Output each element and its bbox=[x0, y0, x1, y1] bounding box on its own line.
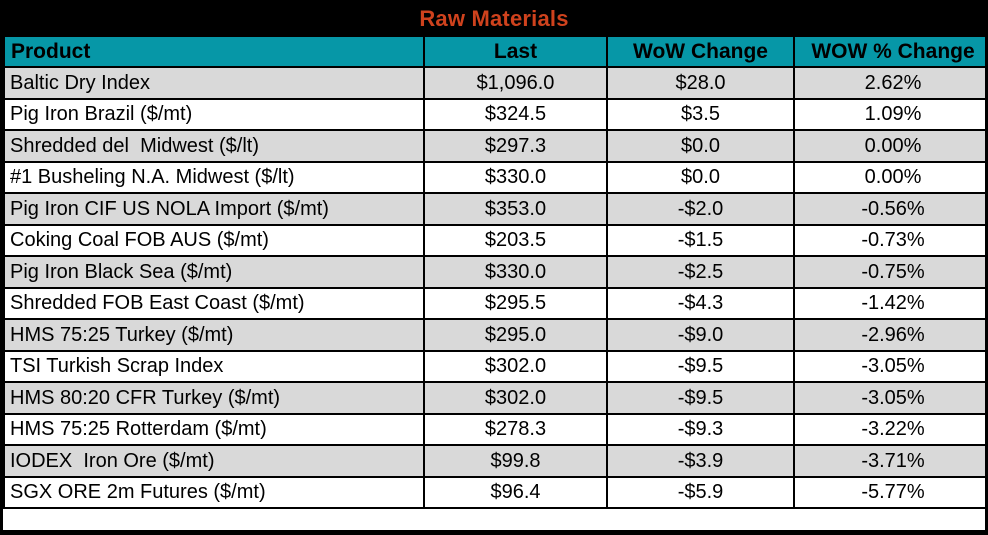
last-cell: $330.0 bbox=[423, 255, 608, 289]
header-row: Product Last WoW Change WOW % Change bbox=[3, 35, 985, 68]
wow-pct-change-cell: -1.42% bbox=[793, 286, 985, 320]
last-cell: $324.5 bbox=[423, 97, 608, 131]
product-cell: TSI Turkish Scrap Index bbox=[3, 349, 425, 383]
wow-pct-change-cell: 0.00% bbox=[793, 129, 985, 163]
table-row: HMS 75:25 Rotterdam ($/mt) $278.3 -$9.3 … bbox=[3, 412, 985, 446]
table-row: Shredded FOB East Coast ($/mt) $295.5 -$… bbox=[3, 286, 985, 320]
wow-change-cell: -$2.5 bbox=[606, 255, 795, 289]
wow-change-cell: $3.5 bbox=[606, 97, 795, 131]
last-cell: $302.0 bbox=[423, 381, 608, 415]
product-cell: HMS 75:25 Rotterdam ($/mt) bbox=[3, 412, 425, 446]
wow-pct-change-cell: 1.09% bbox=[793, 97, 985, 131]
product-cell: HMS 75:25 Turkey ($/mt) bbox=[3, 318, 425, 352]
last-cell: $203.5 bbox=[423, 223, 608, 257]
wow-pct-change-cell: -3.22% bbox=[793, 412, 985, 446]
wow-change-cell: -$9.0 bbox=[606, 318, 795, 352]
wow-change-cell: -$5.9 bbox=[606, 475, 795, 509]
product-cell: Pig Iron Black Sea ($/mt) bbox=[3, 255, 425, 289]
table-row: #1 Busheling N.A. Midwest ($/lt) $330.0 … bbox=[3, 160, 985, 194]
product-cell: #1 Busheling N.A. Midwest ($/lt) bbox=[3, 160, 425, 194]
product-cell: Pig Iron Brazil ($/mt) bbox=[3, 97, 425, 131]
table-row: Coking Coal FOB AUS ($/mt) $203.5 -$1.5 … bbox=[3, 223, 985, 257]
last-cell: $295.0 bbox=[423, 318, 608, 352]
wow-pct-change-cell: -0.75% bbox=[793, 255, 985, 289]
table-row: HMS 80:20 CFR Turkey ($/mt) $302.0 -$9.5… bbox=[3, 381, 985, 415]
product-cell: Shredded del Midwest ($/lt) bbox=[3, 129, 425, 163]
wow-change-cell: -$9.5 bbox=[606, 349, 795, 383]
wow-pct-change-cell: 2.62% bbox=[793, 66, 985, 100]
wow-change-cell: $0.0 bbox=[606, 129, 795, 163]
product-cell: SGX ORE 2m Futures ($/mt) bbox=[3, 475, 425, 509]
column-header-last: Last bbox=[423, 35, 608, 68]
last-cell: $295.5 bbox=[423, 286, 608, 320]
table-row: Pig Iron CIF US NOLA Import ($/mt) $353.… bbox=[3, 192, 985, 226]
product-cell: IODEX Iron Ore ($/mt) bbox=[3, 444, 425, 478]
last-cell: $302.0 bbox=[423, 349, 608, 383]
table-row: IODEX Iron Ore ($/mt) $99.8 -$3.9 -3.71% bbox=[3, 444, 985, 478]
product-cell: HMS 80:20 CFR Turkey ($/mt) bbox=[3, 381, 425, 415]
product-cell: Shredded FOB East Coast ($/mt) bbox=[3, 286, 425, 320]
table-row: Pig Iron Brazil ($/mt) $324.5 $3.5 1.09% bbox=[3, 97, 985, 131]
wow-change-cell: -$2.0 bbox=[606, 192, 795, 226]
table-row: TSI Turkish Scrap Index $302.0 -$9.5 -3.… bbox=[3, 349, 985, 383]
wow-pct-change-cell: -3.05% bbox=[793, 349, 985, 383]
wow-pct-change-cell: 0.00% bbox=[793, 160, 985, 194]
table-row: Shredded del Midwest ($/lt) $297.3 $0.0 … bbox=[3, 129, 985, 163]
wow-pct-change-cell: -5.77% bbox=[793, 475, 985, 509]
last-cell: $353.0 bbox=[423, 192, 608, 226]
column-header-product: Product bbox=[3, 35, 425, 68]
wow-pct-change-cell: -0.56% bbox=[793, 192, 985, 226]
wow-change-cell: -$9.3 bbox=[606, 412, 795, 446]
table-row: SGX ORE 2m Futures ($/mt) $96.4 -$5.9 -5… bbox=[3, 475, 985, 509]
table-body: Baltic Dry Index $1,096.0 $28.0 2.62% Pi… bbox=[3, 66, 985, 509]
table-row: Baltic Dry Index $1,096.0 $28.0 2.62% bbox=[3, 66, 985, 100]
wow-pct-change-cell: -3.05% bbox=[793, 381, 985, 415]
last-cell: $278.3 bbox=[423, 412, 608, 446]
wow-change-cell: -$4.3 bbox=[606, 286, 795, 320]
last-cell: $1,096.0 bbox=[423, 66, 608, 100]
table-title: Raw Materials bbox=[419, 6, 569, 31]
table-row: HMS 75:25 Turkey ($/mt) $295.0 -$9.0 -2.… bbox=[3, 318, 985, 352]
product-cell: Baltic Dry Index bbox=[3, 66, 425, 100]
table-title-bar: Raw Materials bbox=[3, 3, 985, 35]
product-cell: Pig Iron CIF US NOLA Import ($/mt) bbox=[3, 192, 425, 226]
data-grid: Product Last WoW Change WOW % Change Bal… bbox=[3, 35, 985, 509]
column-header-wow-pct-change: WOW % Change bbox=[793, 35, 985, 68]
wow-change-cell: $0.0 bbox=[606, 160, 795, 194]
wow-change-cell: -$1.5 bbox=[606, 223, 795, 257]
column-header-wow-change: WoW Change bbox=[606, 35, 795, 68]
wow-pct-change-cell: -0.73% bbox=[793, 223, 985, 257]
wow-change-cell: -$3.9 bbox=[606, 444, 795, 478]
wow-change-cell: -$9.5 bbox=[606, 381, 795, 415]
last-cell: $99.8 bbox=[423, 444, 608, 478]
last-cell: $330.0 bbox=[423, 160, 608, 194]
wow-change-cell: $28.0 bbox=[606, 66, 795, 100]
last-cell: $297.3 bbox=[423, 129, 608, 163]
last-cell: $96.4 bbox=[423, 475, 608, 509]
table-row: Pig Iron Black Sea ($/mt) $330.0 -$2.5 -… bbox=[3, 255, 985, 289]
product-cell: Coking Coal FOB AUS ($/mt) bbox=[3, 223, 425, 257]
wow-pct-change-cell: -2.96% bbox=[793, 318, 985, 352]
wow-pct-change-cell: -3.71% bbox=[793, 444, 985, 478]
